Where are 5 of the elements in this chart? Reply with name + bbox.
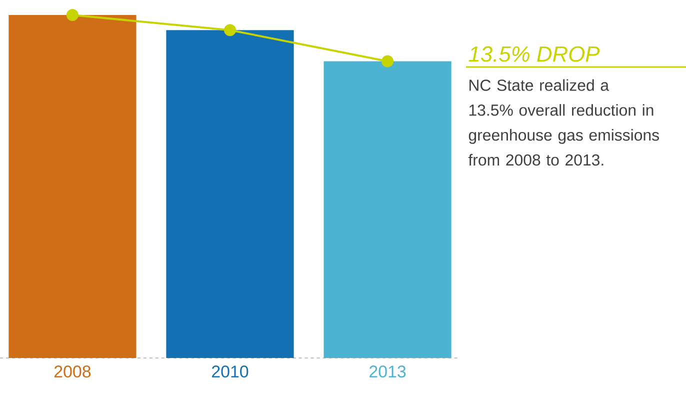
x-tick-label: 2008	[54, 366, 91, 378]
text: NC State realized a 13.5% overall reduction in greenhouse gas emissions from 2008 to 2013.	[468, 79, 659, 166]
x-tick-label: 2010	[212, 366, 248, 378]
x-tick-label: 2013	[370, 366, 406, 378]
text: 13.5% DROP	[468, 46, 600, 62]
